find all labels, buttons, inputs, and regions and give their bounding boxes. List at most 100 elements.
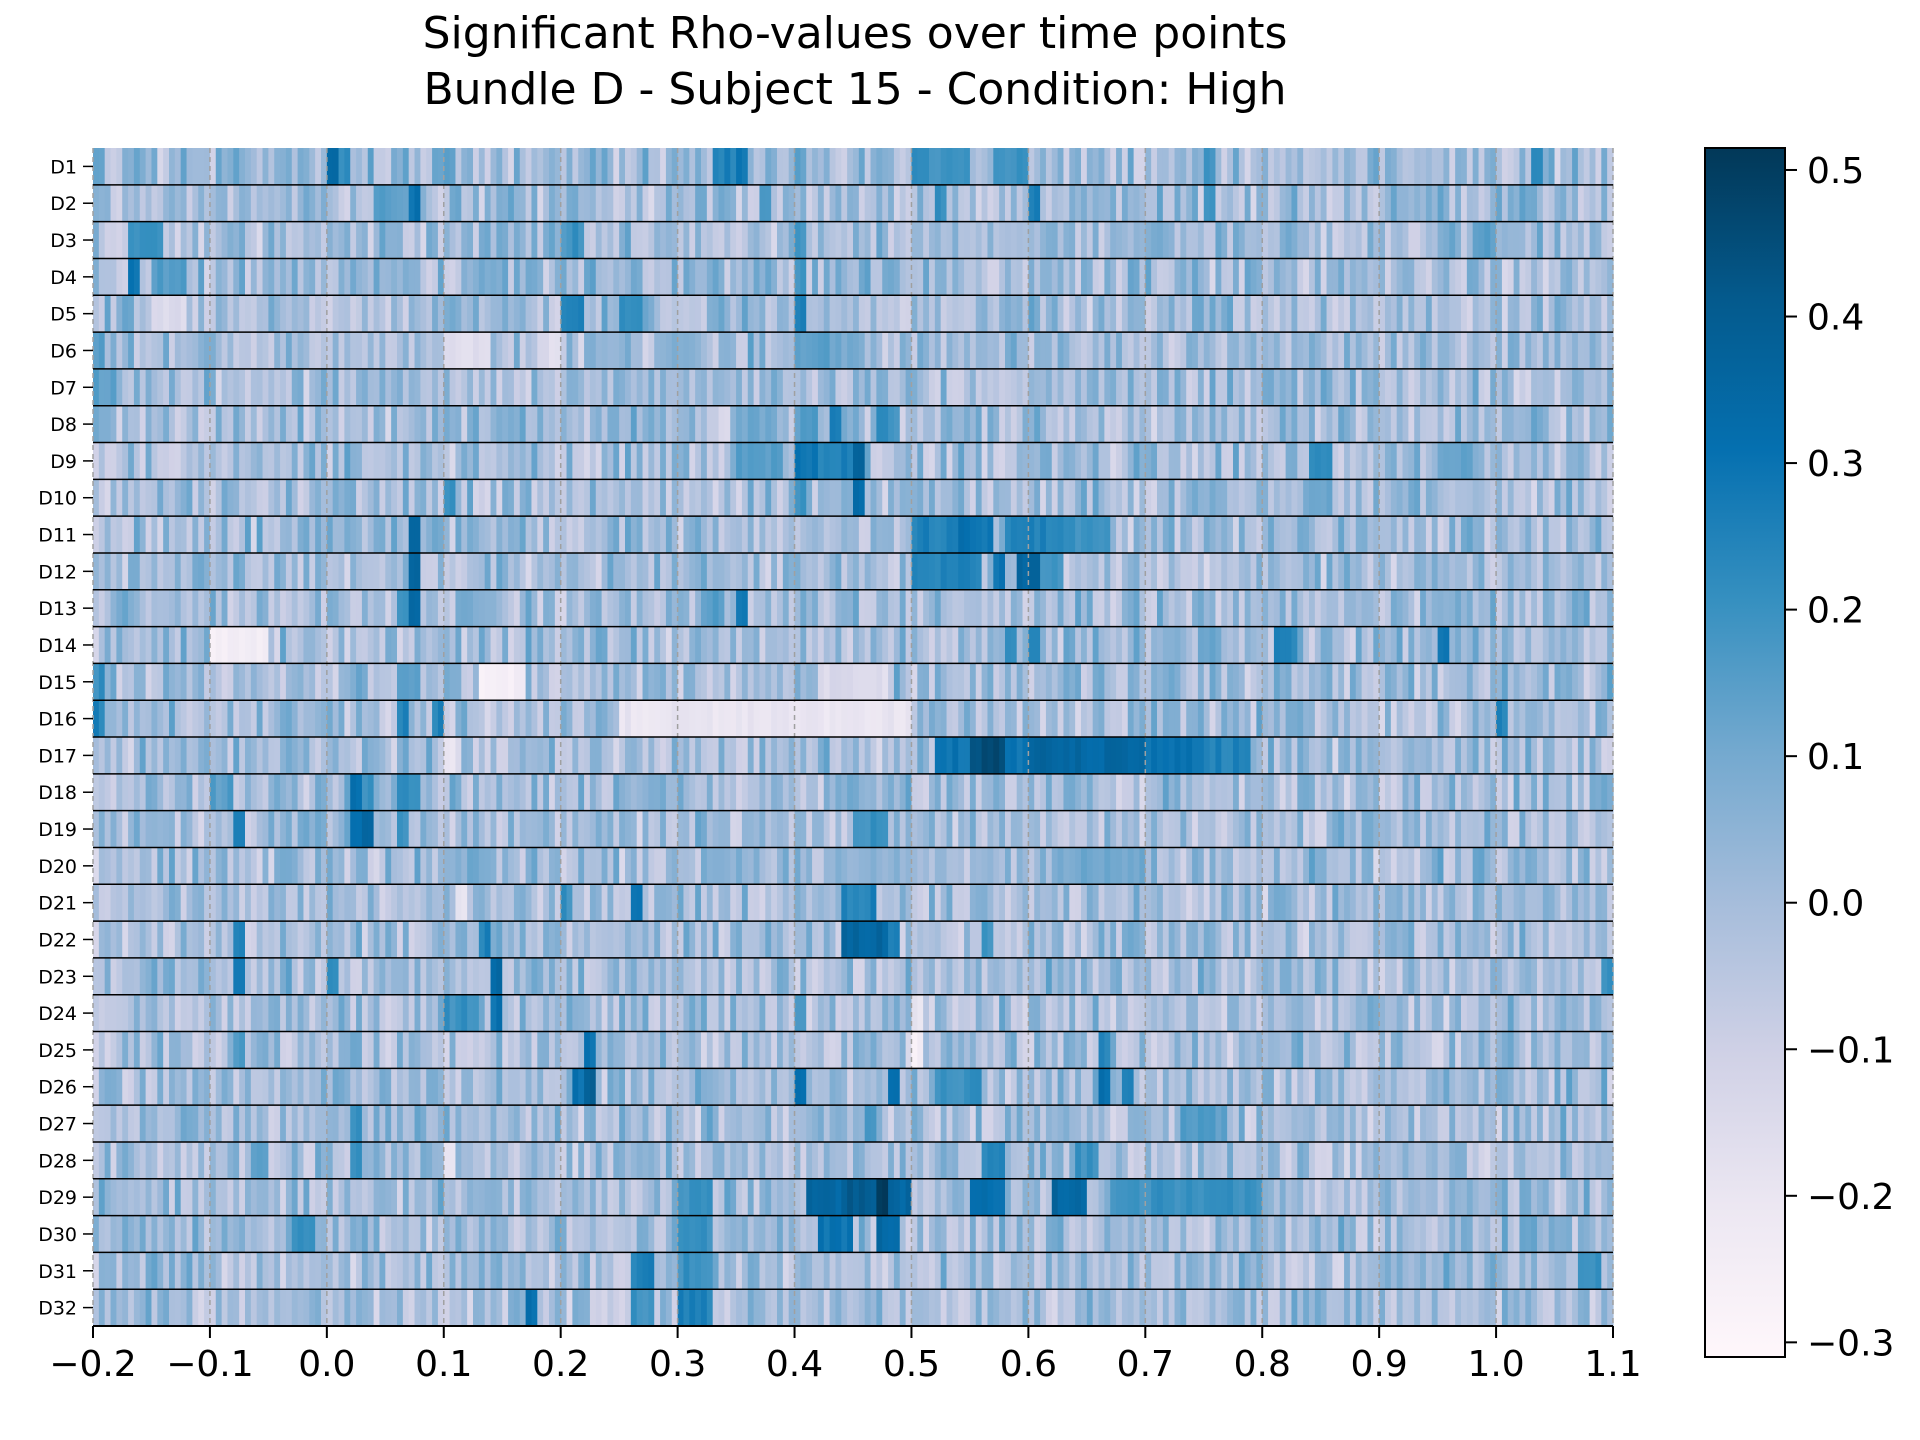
heatmap-cell — [642, 295, 649, 333]
heatmap-cell — [554, 148, 562, 186]
heatmap-cell — [426, 810, 433, 848]
heatmap-cell — [215, 700, 223, 738]
heatmap-cell — [513, 332, 521, 370]
heatmap-cell — [367, 442, 375, 480]
heatmap-cell — [1262, 442, 1269, 480]
heatmap-cell — [958, 442, 965, 480]
heatmap-cell — [695, 405, 702, 443]
heatmap-cell — [584, 295, 591, 333]
heatmap-cell — [455, 442, 462, 480]
heatmap-cell — [782, 442, 790, 480]
heatmap-cell — [1519, 148, 1526, 186]
heatmap-cell — [706, 773, 714, 812]
heatmap-cell — [209, 737, 217, 775]
heatmap-cell — [268, 221, 275, 259]
heatmap-cell — [198, 810, 205, 848]
heatmap-cell — [461, 295, 468, 333]
heatmap-cell — [1028, 405, 1035, 443]
heatmap-cell — [888, 184, 895, 223]
heatmap-cell — [975, 552, 983, 591]
heatmap-cell — [1437, 405, 1445, 443]
heatmap-cell — [1121, 810, 1129, 848]
heatmap-cell — [823, 442, 831, 480]
heatmap-cell — [1127, 148, 1135, 186]
heatmap-cell — [1162, 368, 1170, 407]
heatmap-cell — [1443, 773, 1450, 812]
heatmap-cell — [1484, 737, 1491, 775]
heatmap-cell — [537, 258, 544, 296]
heatmap-cell — [1110, 810, 1117, 848]
heatmap-cell — [888, 552, 895, 591]
heatmap-cell — [1461, 332, 1468, 370]
heatmap-cell — [356, 295, 363, 333]
heatmap-cell — [683, 663, 690, 701]
heatmap-cell — [1010, 368, 1018, 407]
heatmap-cell — [1314, 332, 1322, 370]
heatmap-cell — [473, 221, 480, 259]
heatmap-cell — [1186, 221, 1193, 259]
heatmap-cell — [584, 368, 591, 407]
heatmap-cell — [496, 516, 503, 554]
heatmap-cell — [1572, 405, 1579, 443]
heatmap-cell — [449, 552, 457, 591]
heatmap-cell — [426, 626, 433, 664]
heatmap-cell — [1431, 332, 1439, 370]
heatmap-cell — [1513, 663, 1521, 701]
heatmap-cell — [1238, 295, 1246, 333]
heatmap-cell — [508, 258, 515, 296]
heatmap-cell — [1221, 626, 1228, 664]
heatmap-cell — [1601, 516, 1608, 554]
heatmap-cell — [402, 442, 410, 480]
heatmap-cell — [437, 663, 445, 701]
heatmap-cell — [1595, 810, 1602, 848]
heatmap-cell — [1022, 810, 1029, 848]
heatmap-cell — [1338, 589, 1345, 627]
heatmap-cell — [1443, 700, 1450, 738]
heatmap-cell — [239, 737, 246, 775]
heatmap-cell — [139, 332, 147, 370]
heatmap-cell — [1145, 589, 1152, 627]
heatmap-cell — [1607, 258, 1614, 296]
heatmap-cell — [888, 442, 895, 480]
heatmap-cell — [969, 810, 977, 848]
heatmap-cell — [239, 221, 246, 259]
heatmap-cell — [1484, 442, 1491, 480]
heatmap-cell — [297, 700, 305, 738]
heatmap-cell — [1542, 552, 1550, 591]
heatmap-cell — [1461, 773, 1468, 812]
heatmap-cell — [1390, 516, 1398, 554]
heatmap-cell — [1572, 368, 1579, 407]
heatmap-cell — [478, 405, 486, 443]
heatmap-cell — [1081, 442, 1088, 480]
heatmap-cell — [1040, 626, 1047, 664]
heatmap-cell — [1133, 737, 1141, 775]
heatmap-cell — [1525, 405, 1532, 443]
heatmap-cell — [361, 184, 369, 223]
heatmap-cell — [1010, 258, 1018, 296]
heatmap-cell — [531, 332, 538, 370]
heatmap-cell — [823, 332, 831, 370]
heatmap-cell — [332, 332, 340, 370]
heatmap-cell — [192, 516, 199, 554]
heatmap-cell — [1145, 295, 1152, 333]
heatmap-cell — [1250, 258, 1257, 296]
heatmap-cell — [1548, 663, 1556, 701]
heatmap-cell — [338, 773, 345, 812]
heatmap-cell — [946, 626, 953, 664]
heatmap-cell — [718, 405, 725, 443]
heatmap-cell — [180, 295, 188, 333]
heatmap-cell — [1209, 552, 1217, 591]
heatmap-cell — [1537, 700, 1544, 738]
heatmap-cell — [1507, 626, 1515, 664]
heatmap-cell — [227, 221, 234, 259]
heatmap-cell — [981, 700, 989, 738]
heatmap-cell — [817, 295, 825, 333]
heatmap-cell — [1443, 258, 1450, 296]
heatmap-cell — [1484, 258, 1491, 296]
heatmap-cell — [858, 516, 866, 554]
heatmap-cell — [864, 737, 872, 775]
heatmap-cell — [1320, 368, 1328, 407]
heatmap-cell — [595, 332, 603, 370]
heatmap-cell — [139, 700, 147, 738]
heatmap-cell — [1057, 589, 1065, 627]
